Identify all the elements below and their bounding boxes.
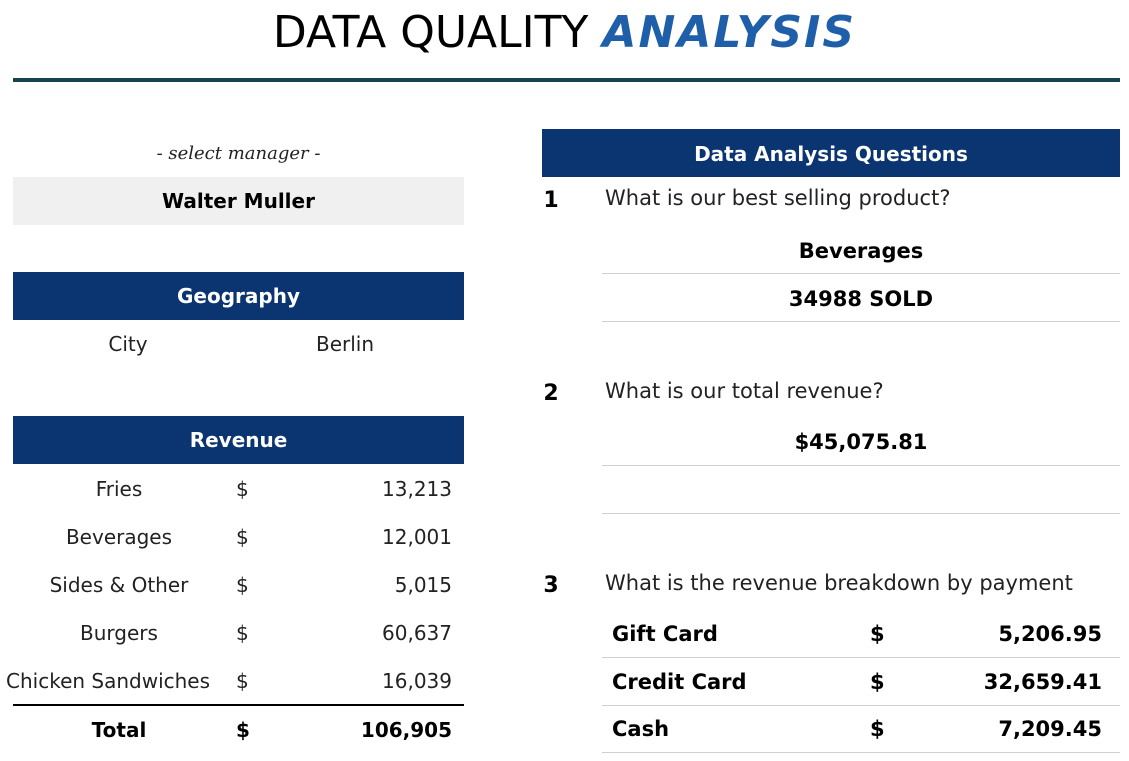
payment-method: Credit Card [612, 670, 747, 694]
revenue-currency: $ [236, 477, 249, 501]
revenue-amount: 60,637 [382, 621, 452, 645]
payment-divider [602, 752, 1120, 753]
question-text: What is our total revenue? [605, 379, 884, 403]
revenue-item: Chicken Sandwiches [6, 669, 211, 693]
revenue-amount: 12,001 [382, 525, 452, 549]
payment-method: Gift Card [612, 622, 718, 646]
geography-header: Geography [13, 272, 464, 320]
payment-amount: 5,206.95 [998, 622, 1102, 646]
revenue-item: Sides & Other [49, 573, 189, 597]
revenue-item: Burgers [80, 621, 158, 645]
question-number: 2 [543, 381, 559, 406]
manager-select[interactable]: Walter Muller [13, 177, 464, 225]
answer-divider [602, 513, 1120, 514]
page-title: DATA QUALITY ANALYSIS [0, 0, 1129, 70]
title-main: DATA QUALITY [272, 7, 589, 58]
answer-divider [602, 465, 1120, 466]
payment-amount: 32,659.41 [983, 670, 1102, 694]
revenue-amount: 13,213 [382, 477, 452, 501]
payment-divider [602, 657, 1120, 658]
title-accent: ANALYSIS [602, 7, 857, 58]
questions-header: Data Analysis Questions [542, 129, 1120, 177]
title-divider [13, 78, 1120, 82]
payment-amount: 7,209.45 [998, 717, 1102, 741]
payment-currency: $ [870, 670, 885, 694]
question-1-answer-product: Beverages [798, 239, 924, 263]
revenue-item: Beverages [65, 525, 173, 549]
revenue-currency: $ [236, 621, 249, 645]
payment-currency: $ [870, 622, 885, 646]
manager-select-label: - select manager - [156, 143, 321, 164]
question-1-answer-sold: 34988 SOLD [788, 287, 934, 311]
revenue-total-label: Total [91, 718, 147, 742]
revenue-amount: 16,039 [382, 669, 452, 693]
revenue-total-currency: $ [236, 718, 250, 742]
answer-divider [602, 321, 1120, 322]
question-number: 1 [543, 188, 559, 213]
revenue-total-amount: 106,905 [360, 718, 452, 742]
question-text: What is the revenue breakdown by payment [605, 571, 1073, 595]
payment-method: Cash [612, 717, 670, 741]
question-text: What is our best selling product? [605, 186, 951, 210]
geography-city-value: Berlin [315, 332, 375, 356]
revenue-header: Revenue [13, 416, 464, 464]
answer-divider [602, 273, 1120, 274]
revenue-currency: $ [236, 573, 249, 597]
revenue-currency: $ [236, 669, 249, 693]
geography-city-label: City [108, 332, 148, 356]
revenue-item: Fries [95, 477, 143, 501]
revenue-total-divider [13, 704, 464, 706]
payment-divider [602, 705, 1120, 706]
revenue-amount: 5,015 [394, 573, 452, 597]
revenue-currency: $ [236, 525, 249, 549]
payment-currency: $ [870, 717, 885, 741]
question-2-answer-revenue: $45,075.81 [794, 430, 928, 454]
question-number: 3 [543, 573, 559, 598]
